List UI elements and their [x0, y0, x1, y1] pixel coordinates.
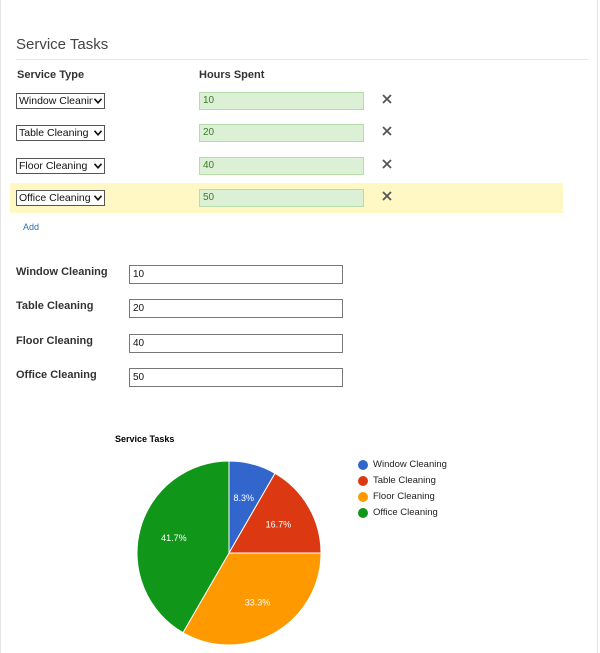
pie-slice-label: 16.7% — [266, 519, 292, 529]
pie-slice-office-cleaning — [136, 460, 230, 634]
summary-input[interactable]: 40 — [129, 334, 343, 353]
summary-label: Table Cleaning — [16, 300, 94, 312]
close-icon[interactable] — [381, 93, 393, 105]
service-type-select-value: Window Cleaning — [19, 95, 93, 107]
legend-label: Office Cleaning — [373, 507, 438, 518]
legend-swatch — [358, 460, 368, 470]
task-row: Floor Cleaning 40 — [10, 151, 563, 181]
hours-input[interactable]: 20 — [199, 124, 364, 142]
legend-label: Floor Cleaning — [373, 491, 435, 502]
service-type-select[interactable]: Office Cleaning — [16, 190, 105, 206]
legend-swatch — [358, 476, 368, 486]
pie-slice-table-cleaning — [228, 472, 322, 554]
task-row-highlighted: Office Cleaning 50 — [10, 183, 563, 213]
chevron-down-icon — [94, 195, 102, 201]
close-icon[interactable] — [381, 158, 393, 170]
task-row: Table Cleaning 20 — [10, 118, 563, 148]
add-row-link[interactable]: Add — [23, 222, 40, 232]
column-header-service-type: Service Type — [17, 69, 85, 81]
legend-swatch — [358, 508, 368, 518]
chevron-down-icon — [94, 98, 102, 104]
column-header-hours-spent: Hours Spent — [199, 69, 265, 81]
service-type-select-value: Floor Cleaning — [19, 160, 88, 172]
hours-input[interactable]: 10 — [199, 92, 364, 110]
hours-input[interactable]: 40 — [199, 157, 364, 175]
legend-swatch — [358, 492, 368, 502]
section-title: Service Tasks — [16, 36, 109, 53]
close-icon[interactable] — [381, 190, 393, 202]
service-type-select-value: Table Cleaning — [19, 127, 89, 139]
summary-label: Floor Cleaning — [16, 335, 93, 347]
service-type-select-value: Office Cleaning — [19, 192, 91, 204]
summary-label: Office Cleaning — [16, 369, 97, 381]
task-row: Window Cleaning 10 — [10, 86, 563, 116]
pie-slice-label: 33.3% — [245, 597, 271, 607]
summary-input[interactable]: 10 — [129, 265, 343, 284]
service-type-select[interactable]: Floor Cleaning — [16, 158, 105, 174]
chevron-down-icon — [94, 163, 102, 169]
service-type-select[interactable]: Table Cleaning — [16, 125, 105, 141]
legend-label: Window Cleaning — [373, 459, 447, 470]
section-divider — [16, 59, 588, 60]
pie-slice-label: 8.3% — [234, 493, 255, 503]
hours-input[interactable]: 50 — [199, 189, 364, 207]
summary-input[interactable]: 50 — [129, 368, 343, 387]
service-type-select[interactable]: Window Cleaning — [16, 93, 105, 109]
chevron-down-icon — [94, 130, 102, 136]
summary-input[interactable]: 20 — [129, 299, 343, 318]
close-icon[interactable] — [381, 125, 393, 137]
pie-slice-floor-cleaning — [182, 552, 322, 646]
pie-slice-label: 41.7% — [161, 533, 187, 543]
summary-label: Window Cleaning — [16, 266, 108, 278]
legend-label: Table Cleaning — [373, 475, 436, 486]
chart-title: Service Tasks — [115, 434, 175, 444]
